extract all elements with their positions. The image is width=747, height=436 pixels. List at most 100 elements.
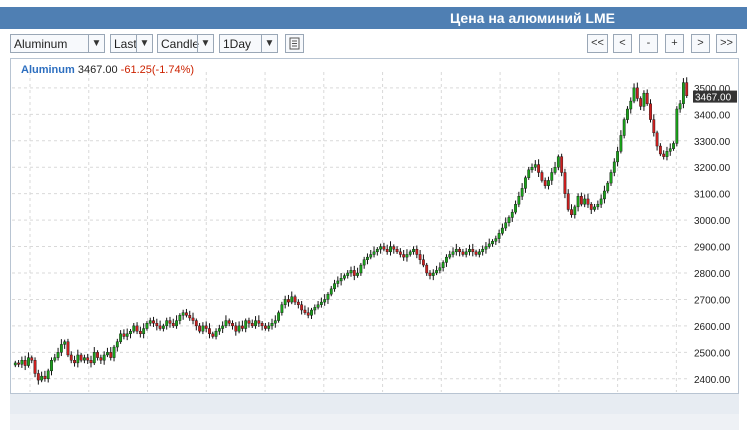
candle-body	[566, 193, 570, 210]
candle-body	[382, 246, 386, 250]
candle-body	[537, 164, 541, 173]
candle-body	[214, 330, 218, 337]
y-tick-label: 2900.00	[694, 243, 731, 254]
candle-body	[629, 100, 633, 110]
candle-body	[86, 357, 90, 361]
candle-body	[102, 354, 106, 361]
candle-body	[395, 248, 399, 253]
candle-body	[682, 82, 685, 104]
candle-body	[649, 103, 652, 120]
candle-body	[596, 204, 600, 208]
candle-body	[579, 196, 583, 205]
candle-body	[556, 156, 560, 168]
chart-style-select[interactable]: Candle ▼	[157, 34, 214, 53]
y-tick-label: 3000.00	[694, 216, 731, 227]
candle-body	[438, 267, 442, 271]
candle-body	[343, 275, 346, 279]
candle-body	[13, 362, 17, 366]
candle-body	[125, 333, 129, 337]
candle-body	[46, 370, 50, 379]
candle-body	[273, 320, 277, 324]
candle-body	[161, 325, 165, 329]
candle-body	[369, 254, 373, 258]
interval-select[interactable]: 1Day ▼	[219, 34, 278, 53]
candle-body	[287, 299, 290, 303]
candle-body	[109, 352, 113, 358]
candle-body	[652, 119, 656, 134]
table-settings-icon	[289, 37, 300, 50]
candle-body	[402, 254, 406, 258]
candle-body	[359, 264, 363, 274]
candle-body	[240, 325, 244, 329]
candle-body	[296, 301, 300, 305]
candle-body	[510, 211, 514, 218]
candle-body	[53, 357, 57, 361]
candle-body	[507, 217, 511, 223]
candle-body	[612, 161, 616, 173]
y-tick-label: 2600.00	[694, 322, 731, 333]
candle-body	[356, 272, 359, 276]
candle-body	[260, 323, 264, 327]
candle-body	[609, 172, 613, 184]
candle-body	[398, 251, 402, 255]
candle-body	[280, 304, 284, 313]
zoom-out-button[interactable]: -	[639, 34, 658, 53]
candle-body	[329, 288, 333, 295]
symbol-select[interactable]: Aluminum ▼	[10, 34, 105, 53]
y-tick-label: 3400.00	[694, 110, 731, 121]
candle-body	[392, 246, 396, 250]
candle-body	[208, 328, 211, 335]
candle-body	[593, 206, 596, 210]
chart-toolbar: Aluminum ▼ Last ▼ Candle ▼ 1Day ▼ << < -…	[0, 29, 747, 58]
candle-body	[122, 333, 126, 337]
candle-body	[500, 227, 504, 234]
candle-body	[227, 320, 231, 324]
nav-last-button[interactable]: >>	[716, 34, 737, 53]
candle-body	[132, 325, 136, 332]
candle-body	[494, 238, 498, 242]
candle-body	[362, 259, 366, 266]
candle-body	[188, 315, 192, 319]
candle-body	[313, 307, 317, 311]
candle-body	[635, 87, 639, 99]
candle-body	[524, 177, 527, 189]
candle-body	[115, 341, 119, 348]
candle-body	[300, 304, 304, 311]
candle-body	[89, 360, 93, 364]
candle-body	[73, 360, 76, 364]
y-tick-label: 2700.00	[694, 295, 731, 306]
candle-body	[217, 328, 221, 332]
candle-body	[83, 357, 86, 361]
candle-body	[145, 323, 149, 329]
candle-body	[415, 248, 419, 255]
candle-body	[675, 108, 679, 144]
candle-body	[333, 283, 336, 290]
candle-body	[668, 148, 672, 152]
candle-body	[352, 270, 356, 276]
candle-body	[244, 320, 248, 329]
candle-body	[543, 180, 547, 186]
candle-body	[234, 325, 238, 332]
candle-body	[547, 180, 550, 186]
nav-prev-button[interactable]: <	[613, 34, 632, 53]
zoom-in-button[interactable]: +	[665, 34, 684, 53]
candle-body	[66, 341, 70, 356]
candle-body	[198, 325, 202, 332]
candle-body	[563, 172, 567, 194]
candle-body	[339, 278, 343, 282]
nav-next-button[interactable]: >	[691, 34, 710, 53]
candle-body	[40, 375, 44, 381]
legend-symbol: Aluminum	[21, 64, 75, 76]
price-type-select[interactable]: Last ▼	[110, 34, 153, 53]
table-settings-button[interactable]	[285, 34, 304, 53]
candle-body	[435, 270, 438, 274]
candle-body	[477, 251, 481, 255]
candle-body	[520, 188, 524, 197]
candle-body	[63, 341, 67, 345]
candle-body	[379, 246, 383, 250]
candle-body	[366, 256, 369, 260]
nav-first-button[interactable]: <<	[587, 34, 608, 53]
legend-change: -61.25(-1.74%)	[120, 64, 195, 76]
candle-body	[99, 357, 103, 361]
